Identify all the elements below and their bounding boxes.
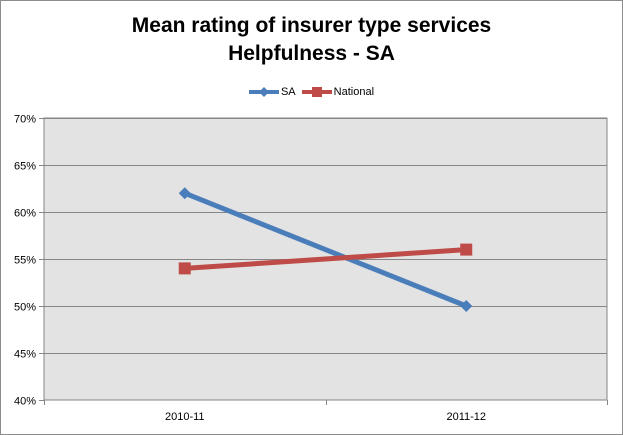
y-tick-label: 70% <box>14 114 36 126</box>
data-point-national <box>460 243 473 256</box>
legend-entry-sa: SA <box>248 83 296 101</box>
data-point-sa <box>460 300 473 312</box>
chart-title-line-2: Helpfulness - SA <box>228 42 395 65</box>
data-point-sa <box>178 187 191 200</box>
y-tick-label: 40% <box>14 396 36 408</box>
chart-legend: SA National <box>0 83 623 101</box>
y-tick-label: 60% <box>14 208 36 220</box>
chart-title: Mean rating of insurer type services Hel… <box>0 12 623 68</box>
y-tick-label: 50% <box>14 302 36 314</box>
y-tick-label: 65% <box>14 161 36 173</box>
data-point-national <box>178 262 191 275</box>
legend-label-national: National <box>333 86 375 98</box>
chart-title-line-1: Mean rating of insurer type services <box>131 14 492 37</box>
y-tick-label: 55% <box>14 255 36 267</box>
x-tick-label: 2010-11 <box>165 411 205 423</box>
series-line-national <box>184 247 467 271</box>
series-line-sa <box>183 190 468 309</box>
x-tick-label: 2011-12 <box>446 411 486 423</box>
y-tick-label: 45% <box>14 349 36 361</box>
legend-label-sa: SA <box>280 86 296 98</box>
legend-entry-national: National <box>301 83 375 101</box>
legend-marker-sa <box>248 87 279 97</box>
legend-marker-national <box>301 87 332 97</box>
